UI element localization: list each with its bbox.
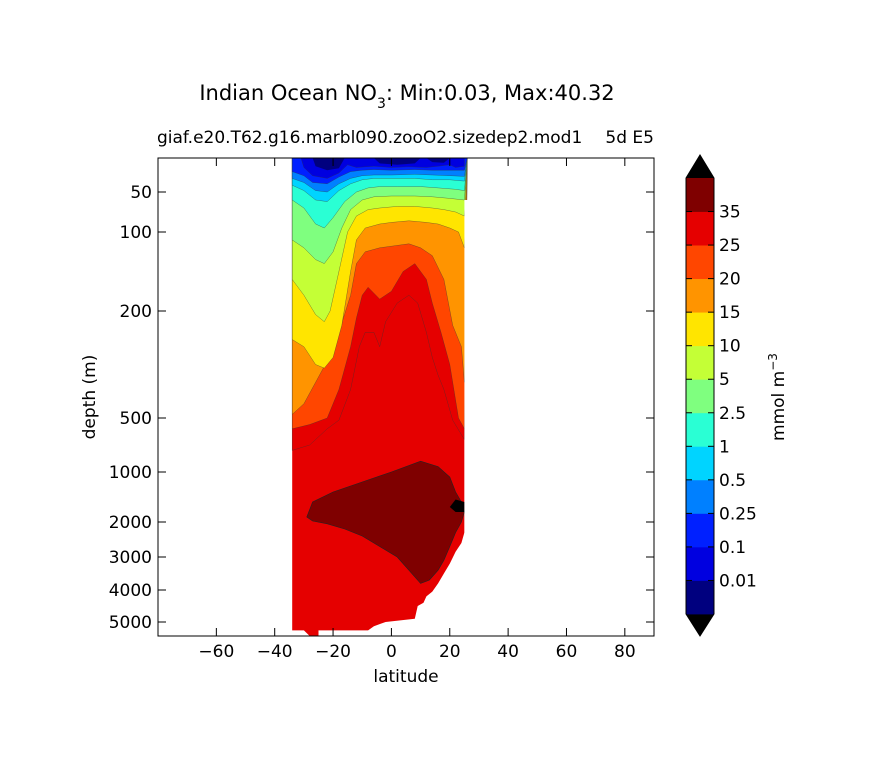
y-tick-label: 50 xyxy=(130,183,152,203)
x-tick-label: 60 xyxy=(556,642,578,662)
x-tick-label: −20 xyxy=(315,642,351,662)
colorbar-outline xyxy=(685,154,715,637)
x-tick-label: 0 xyxy=(386,642,397,662)
colorbar-tick-label: 2.5 xyxy=(719,404,746,424)
colorbar-swatch xyxy=(686,245,714,280)
y-axis: 50 100 200 500 1000 2000 3000 4000 5000 xyxy=(109,183,654,633)
colorbar-swatch xyxy=(686,513,714,548)
y-axis-label: depth (m) xyxy=(80,355,100,440)
x-tick-label: −60 xyxy=(198,642,234,662)
chart-subtitle-left: giaf.e20.T62.g16.marbl090.zooO2.sizedep2… xyxy=(157,128,582,148)
y-tick-label: 3000 xyxy=(109,548,152,568)
colorbar-tick-label: 25 xyxy=(719,236,741,256)
colorbar: 0.01 0.1 0.25 0.5 1 2.5 5 10 15 20 25 35 xyxy=(685,154,757,637)
x-tick-label: −40 xyxy=(257,642,293,662)
colorbar-swatch xyxy=(686,178,714,212)
band-0-0.01-center xyxy=(373,158,421,165)
colorbar-extend-max xyxy=(686,155,714,178)
colorbar-tick-label: 1 xyxy=(719,437,730,457)
colorbar-swatch xyxy=(686,546,714,581)
colorbar-swatch xyxy=(686,412,714,447)
y-tick-label: 100 xyxy=(120,223,152,243)
land-mask-east xyxy=(464,200,471,636)
band-0-0.01-west xyxy=(312,158,345,171)
x-tick-label: 40 xyxy=(497,642,519,662)
colorbar-tick-label: 0.5 xyxy=(719,471,746,491)
x-tick-label: 80 xyxy=(614,642,636,662)
chart-subtitle-right: 5d E5 xyxy=(605,128,654,148)
band-35plus xyxy=(306,460,465,584)
colorbar-swatch xyxy=(686,379,714,414)
colorbar-swatch xyxy=(686,580,714,615)
colorbar-tick-label: 0.1 xyxy=(719,538,746,558)
colorbar-swatch xyxy=(686,479,714,514)
colorbar-tick-label: 10 xyxy=(719,337,741,357)
colorbar-tick-label: 5 xyxy=(719,370,730,390)
y-tick-label: 2000 xyxy=(109,513,152,533)
band-0-0.01-east xyxy=(426,158,450,163)
y-tick-label: 4000 xyxy=(109,581,152,601)
chart-title: Indian Ocean NO3: Min:0.03, Max:40.32 xyxy=(199,81,614,112)
colorbar-tick-label: 15 xyxy=(719,303,741,323)
y-tick-label: 200 xyxy=(120,302,152,322)
y-tick-label: 1000 xyxy=(109,463,152,483)
colorbar-tick-label: 35 xyxy=(719,203,741,223)
colorbar-swatch xyxy=(686,446,714,481)
colorbar-swatch xyxy=(686,211,714,246)
colorbar-swatch xyxy=(686,312,714,347)
colorbar-label: mmol m−3 xyxy=(766,353,789,441)
y-tick-label: 500 xyxy=(120,409,152,429)
colorbar-tick-label: 0.25 xyxy=(719,504,757,524)
colorbar-tick-label: 0.01 xyxy=(719,571,757,591)
colorbar-extend-min xyxy=(686,614,714,636)
colorbar-swatch xyxy=(686,278,714,313)
x-axis-label: latitude xyxy=(373,667,438,687)
contour-plot xyxy=(291,158,471,636)
colorbar-tick-label: 20 xyxy=(719,270,741,290)
y-tick-label: 5000 xyxy=(109,613,152,633)
x-axis: −60 −40 −20 0 20 40 60 80 xyxy=(198,158,636,662)
overflow-patch xyxy=(449,499,465,512)
x-tick-label: 20 xyxy=(439,642,461,662)
plot-frame xyxy=(157,157,655,637)
colorbar-swatch xyxy=(686,345,714,380)
